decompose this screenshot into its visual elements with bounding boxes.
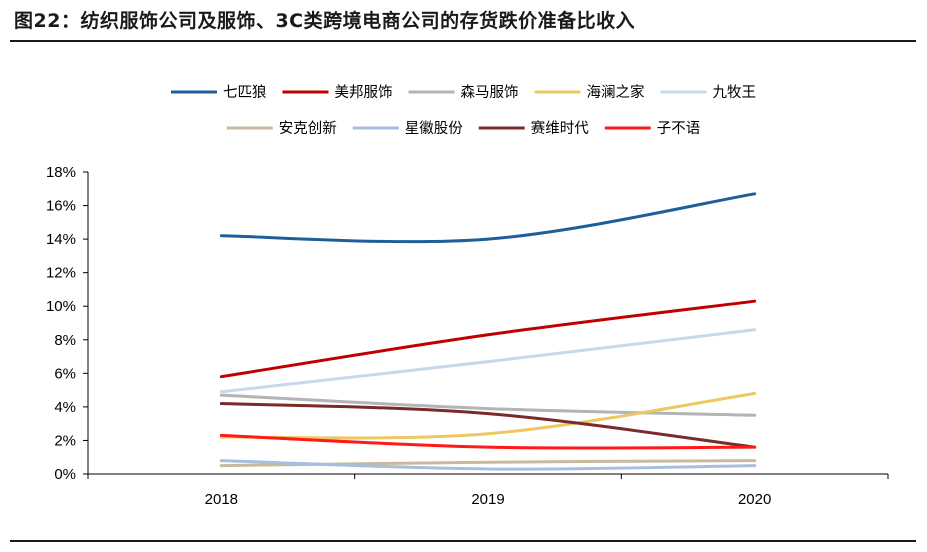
series-line-6 bbox=[219, 459, 757, 468]
legend-label-2: 美邦服饰 bbox=[335, 84, 393, 101]
series-line-9 bbox=[219, 433, 757, 450]
series-line-3 bbox=[219, 393, 757, 417]
title-underline bbox=[10, 40, 916, 42]
legend-label-7: 星徽股份 bbox=[405, 120, 463, 137]
x-axis: 2018 2019 2020 bbox=[87, 473, 889, 508]
figure-title: 图22：纺织服饰公司及服饰、3C类跨境电商公司的存货跌价准备比收入 bbox=[14, 10, 636, 32]
legend-label-3: 森马服饰 bbox=[461, 84, 519, 101]
y-tick-label: 16% bbox=[46, 198, 76, 215]
series-line-5 bbox=[219, 328, 757, 394]
y-tick-label: 8% bbox=[54, 332, 76, 349]
y-tick-label: 18% bbox=[46, 164, 76, 181]
legend-label-1: 七匹狼 bbox=[223, 84, 267, 101]
series-line-7 bbox=[219, 459, 757, 471]
x-tick-label: 2018 bbox=[205, 491, 238, 508]
series-lines bbox=[219, 192, 757, 471]
bottom-rule bbox=[10, 540, 916, 542]
series-line-1 bbox=[219, 192, 757, 244]
y-tick-label: 12% bbox=[46, 265, 76, 282]
x-tick-label: 2019 bbox=[471, 491, 504, 508]
y-tick-label: 4% bbox=[54, 399, 76, 416]
legend-label-4: 海澜之家 bbox=[587, 84, 645, 101]
legend-label-5: 九牧王 bbox=[713, 84, 757, 101]
y-tick-label: 14% bbox=[46, 231, 76, 248]
y-tick-label: 10% bbox=[46, 298, 76, 315]
y-tick-label: 0% bbox=[54, 466, 76, 483]
series-line-2 bbox=[219, 299, 757, 379]
y-axis: 0% 2% 4% 6% 8% 10% 12% 14% 16% 18% bbox=[46, 164, 89, 483]
y-tick-label: 6% bbox=[54, 365, 76, 382]
legend-label-6: 安克创新 bbox=[279, 120, 337, 137]
y-tick-label: 2% bbox=[54, 432, 76, 449]
legend-label-8: 赛维时代 bbox=[531, 120, 589, 137]
x-tick-label: 2020 bbox=[738, 491, 771, 508]
series-line-8 bbox=[219, 402, 757, 449]
legend-label-9: 子不语 bbox=[657, 120, 701, 137]
